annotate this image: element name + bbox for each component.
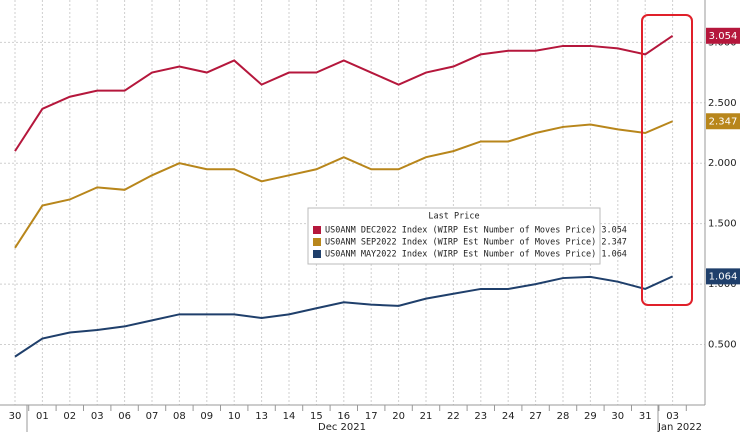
legend-box — [307, 207, 601, 265]
x-tick-label: 24 — [502, 411, 515, 422]
legend-title: Last Price — [428, 212, 479, 222]
legend-entry: US0ANM MAY2022 Index (WIRP Est Number of… — [325, 250, 627, 260]
x-tick-label: 16 — [337, 411, 350, 422]
y-tick-label: 2.500 — [708, 98, 737, 109]
x-tick-label: 13 — [255, 411, 268, 422]
x-tick-label: 23 — [474, 411, 487, 422]
x-group-label: Jan 2022 — [657, 422, 702, 432]
last-value-label: 1.064 — [709, 271, 738, 282]
x-tick-label: 03 — [666, 411, 679, 422]
series-line — [14, 120, 673, 249]
last-value-box — [706, 27, 740, 44]
x-tick-label: 29 — [584, 411, 597, 422]
x-tick-label: 02 — [63, 411, 76, 422]
lines — [14, 34, 674, 358]
x-tick-label: 10 — [228, 411, 241, 422]
grid — [0, 0, 705, 405]
x-tick-label: 03 — [91, 411, 104, 422]
x-tick-label: 17 — [365, 411, 378, 422]
x-tick-label: 20 — [392, 411, 405, 422]
x-tick-label: 27 — [529, 411, 542, 422]
x-tick-label: 08 — [173, 411, 186, 422]
legend-swatch — [313, 238, 321, 246]
x-tick-label: 22 — [447, 411, 460, 422]
y-tick-label: 1.500 — [708, 219, 737, 230]
x-tick-label: 07 — [146, 411, 159, 422]
last-value-label: 2.347 — [709, 116, 738, 127]
y-tick-label: 0.500 — [708, 340, 737, 351]
highlight-box — [641, 14, 693, 306]
legend-entry: US0ANM SEP2022 Index (WIRP Est Number of… — [325, 238, 627, 248]
x-tick-label: 06 — [118, 411, 131, 422]
x-tick-label: 30 — [9, 411, 22, 422]
series-line — [14, 34, 674, 152]
legend-entry: US0ANM DEC2022 Index (WIRP Est Number of… — [325, 226, 627, 236]
x-tick-label: 31 — [639, 411, 652, 422]
x-tick-label: 01 — [36, 411, 49, 422]
x-group-label: Dec 2021 — [318, 422, 366, 432]
series-line — [14, 275, 674, 358]
x-tick-label: 15 — [310, 411, 323, 422]
y-tick-label: 2.000 — [708, 158, 737, 169]
legend-swatch — [313, 250, 321, 258]
last-value-label: 3.054 — [709, 31, 738, 42]
x-tick-label: 30 — [611, 411, 624, 422]
legend-swatch — [313, 226, 321, 234]
last-value-box — [706, 268, 740, 285]
x-tick-label: 21 — [420, 411, 433, 422]
x-tick-label: 14 — [283, 411, 296, 422]
legend: Last Price US0ANM MAY2022 Index (WIRP Es… — [307, 207, 627, 265]
x-tick-label: 28 — [557, 411, 570, 422]
x-tick-label: 09 — [200, 411, 213, 422]
y-tick-label: 1.000 — [708, 279, 737, 290]
last-value-box — [706, 113, 740, 130]
